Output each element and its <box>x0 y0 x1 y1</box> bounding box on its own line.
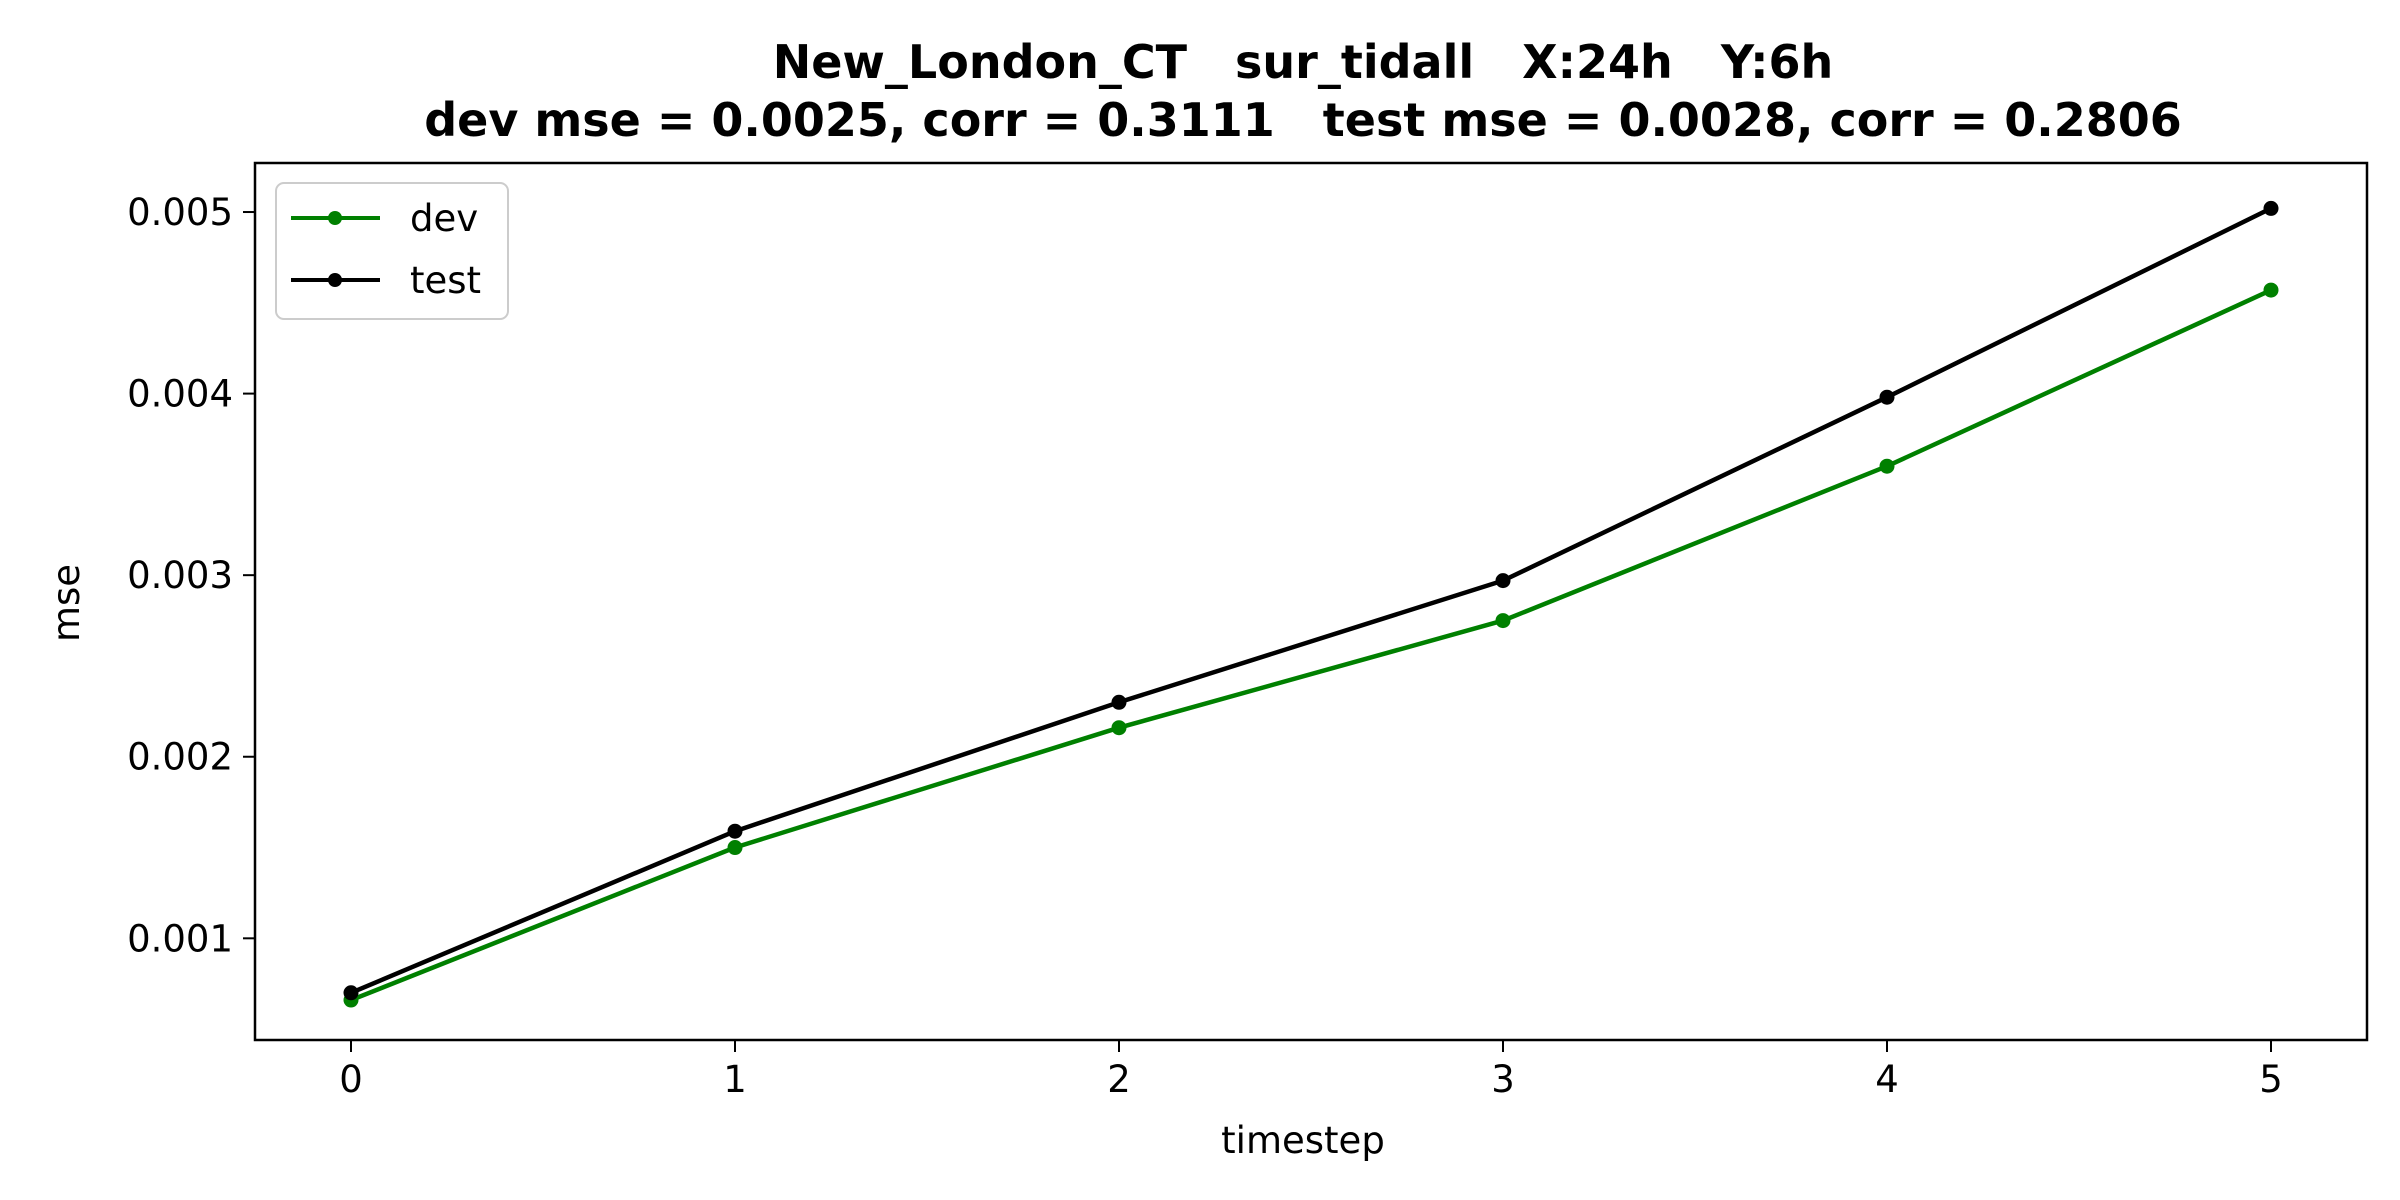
x-tick-label: 0 <box>339 1058 363 1101</box>
series-point-dev <box>1111 720 1127 736</box>
legend: dev test <box>275 182 509 320</box>
chart-title-line-1: New_London_CT sur_tidall X:24h Y:6h <box>773 35 1834 89</box>
y-tick-label: 0.003 <box>127 554 233 597</box>
x-tick-label: 1 <box>723 1058 747 1101</box>
series-point-test <box>1495 573 1511 589</box>
series-point-test <box>1879 389 1895 405</box>
x-tick-label: 5 <box>2259 1058 2283 1101</box>
series-point-dev <box>2263 282 2279 298</box>
x-tick-label: 4 <box>1875 1058 1899 1101</box>
series-point-test <box>1111 694 1127 710</box>
legend-label-dev: dev <box>410 197 478 240</box>
x-tick-label: 3 <box>1491 1058 1515 1101</box>
chart-title-line-2: dev mse = 0.0025, corr = 0.3111 test mse… <box>424 93 2182 147</box>
y-axis-label: mse <box>45 564 88 642</box>
axes-frame <box>253 161 2369 1042</box>
legend-label-test: test <box>410 259 481 302</box>
x-axis-label: timestep <box>1221 1119 1385 1162</box>
y-tick-label: 0.005 <box>127 191 233 234</box>
y-tick-label: 0.001 <box>127 917 233 960</box>
x-tick-label: 2 <box>1107 1058 1131 1101</box>
series-line-dev <box>348 287 2274 1004</box>
series-point-test <box>343 985 359 1001</box>
series-point-dev <box>727 840 743 856</box>
series-line-test <box>348 205 2275 996</box>
series-point-dev <box>1495 613 1511 629</box>
legend-marker-dev <box>328 211 342 225</box>
series-point-dev <box>1879 458 1895 474</box>
legend-marker-test <box>328 273 342 287</box>
y-tick-label: 0.004 <box>127 373 233 416</box>
plot-area: 0 1 2 3 4 5 0.001 0.002 0.003 0.004 0.005 <box>127 161 2369 1101</box>
y-tick-label: 0.002 <box>127 736 233 779</box>
series-point-test <box>2263 200 2279 216</box>
series-point-test <box>727 823 743 839</box>
